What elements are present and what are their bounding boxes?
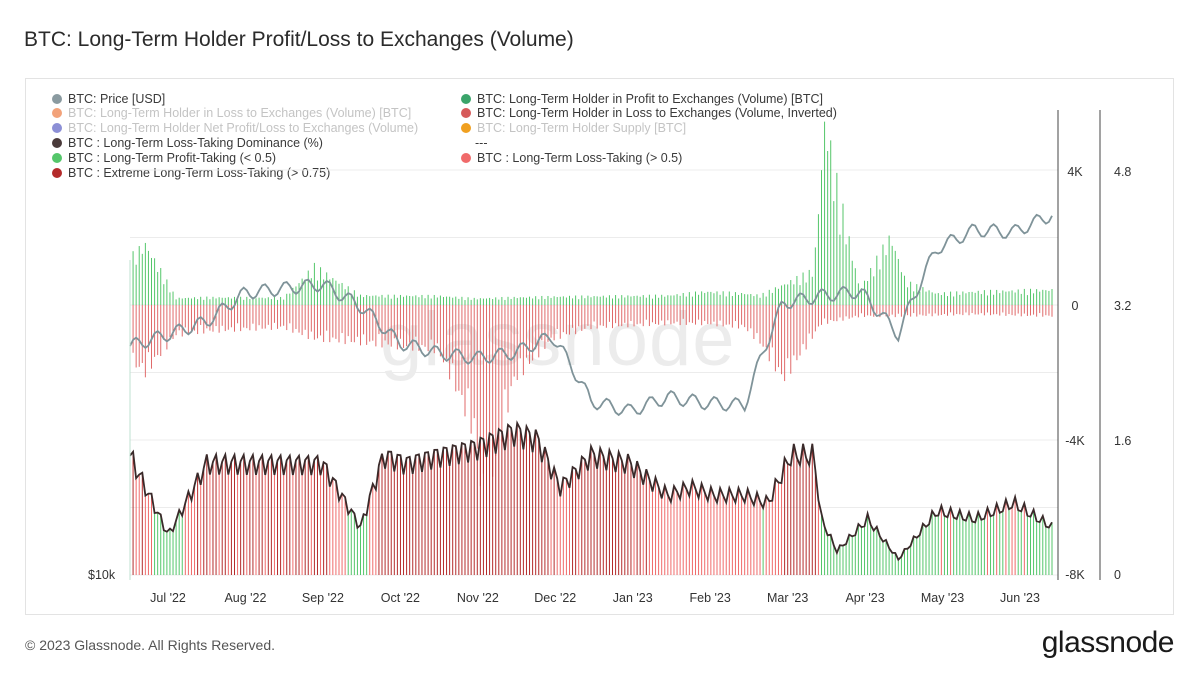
x-axis-tick: Jun '23 — [1000, 591, 1040, 605]
legend-dot-icon — [461, 108, 471, 118]
x-axis-tick: Feb '23 — [690, 591, 731, 605]
legend-item-net[interactable]: BTC: Long-Term Holder Net Profit/Loss to… — [52, 121, 418, 135]
volume-axis-tick: -4K — [1065, 434, 1085, 448]
legend-dot-icon — [52, 168, 62, 178]
volume-axis-tick: -8K — [1065, 568, 1085, 582]
legend-dot-icon — [461, 94, 471, 104]
x-axis-tick: Mar '23 — [767, 591, 808, 605]
legend-item-dominance[interactable]: BTC : Long-Term Loss-Taking Dominance (%… — [52, 136, 323, 150]
volume-axis-tick: 4K — [1067, 165, 1083, 179]
price-line — [129, 213, 1053, 417]
glassnode-logo: glassnode — [1041, 626, 1175, 659]
chart-title: BTC: Long-Term Holder Profit/Loss to Exc… — [24, 28, 574, 51]
x-axis-tick: Nov '22 — [457, 591, 499, 605]
chart-panel — [25, 78, 1174, 615]
legend-dot-icon — [52, 138, 62, 148]
legend-item-loss-inverted[interactable]: BTC: Long-Term Holder in Loss to Exchang… — [461, 106, 837, 120]
legend-item-supply[interactable]: BTC: Long-Term Holder Supply [BTC] — [461, 121, 686, 135]
legend-dot-icon — [52, 123, 62, 133]
legend-dot-icon — [461, 153, 471, 163]
legend-item-loss-volume[interactable]: BTC: Long-Term Holder in Loss to Exchang… — [52, 106, 411, 120]
dominance-line — [129, 420, 1053, 562]
x-axis-tick: Sep '22 — [302, 591, 344, 605]
x-axis-tick: Apr '23 — [845, 591, 884, 605]
x-axis-tick: Jul '22 — [150, 591, 186, 605]
legend-item-loss-taking[interactable]: BTC : Long-Term Loss-Taking (> 0.5) — [461, 151, 682, 165]
legend-dot-icon — [52, 94, 62, 104]
volume-axis-tick: 0 — [1072, 299, 1079, 313]
legend-dot-icon — [52, 108, 62, 118]
x-axis-tick: Oct '22 — [381, 591, 420, 605]
x-axis-tick: Jan '23 — [613, 591, 653, 605]
legend-dot-icon — [461, 123, 471, 133]
legend-item-separator: --- — [475, 136, 488, 150]
legend-item-profit-volume[interactable]: BTC: Long-Term Holder in Profit to Excha… — [461, 92, 823, 106]
x-axis-tick: May '23 — [921, 591, 964, 605]
footer-copyright: © 2023 Glassnode. All Rights Reserved. — [25, 637, 276, 653]
price-axis-tick: $10k — [88, 568, 116, 582]
dominance-axis-tick: 1.6 — [1114, 434, 1131, 448]
legend-item-price[interactable]: BTC: Price [USD] — [52, 92, 165, 106]
x-axis-tick: Dec '22 — [534, 591, 576, 605]
x-axis-tick: Aug '22 — [224, 591, 266, 605]
legend-item-profit-taking[interactable]: BTC : Long-Term Profit-Taking (< 0.5) — [52, 151, 276, 165]
dominance-axis-tick: 0 — [1114, 568, 1121, 582]
legend-dot-icon — [52, 153, 62, 163]
dominance-axis-tick: 4.8 — [1114, 165, 1131, 179]
dominance-axis-tick: 3.2 — [1114, 299, 1131, 313]
